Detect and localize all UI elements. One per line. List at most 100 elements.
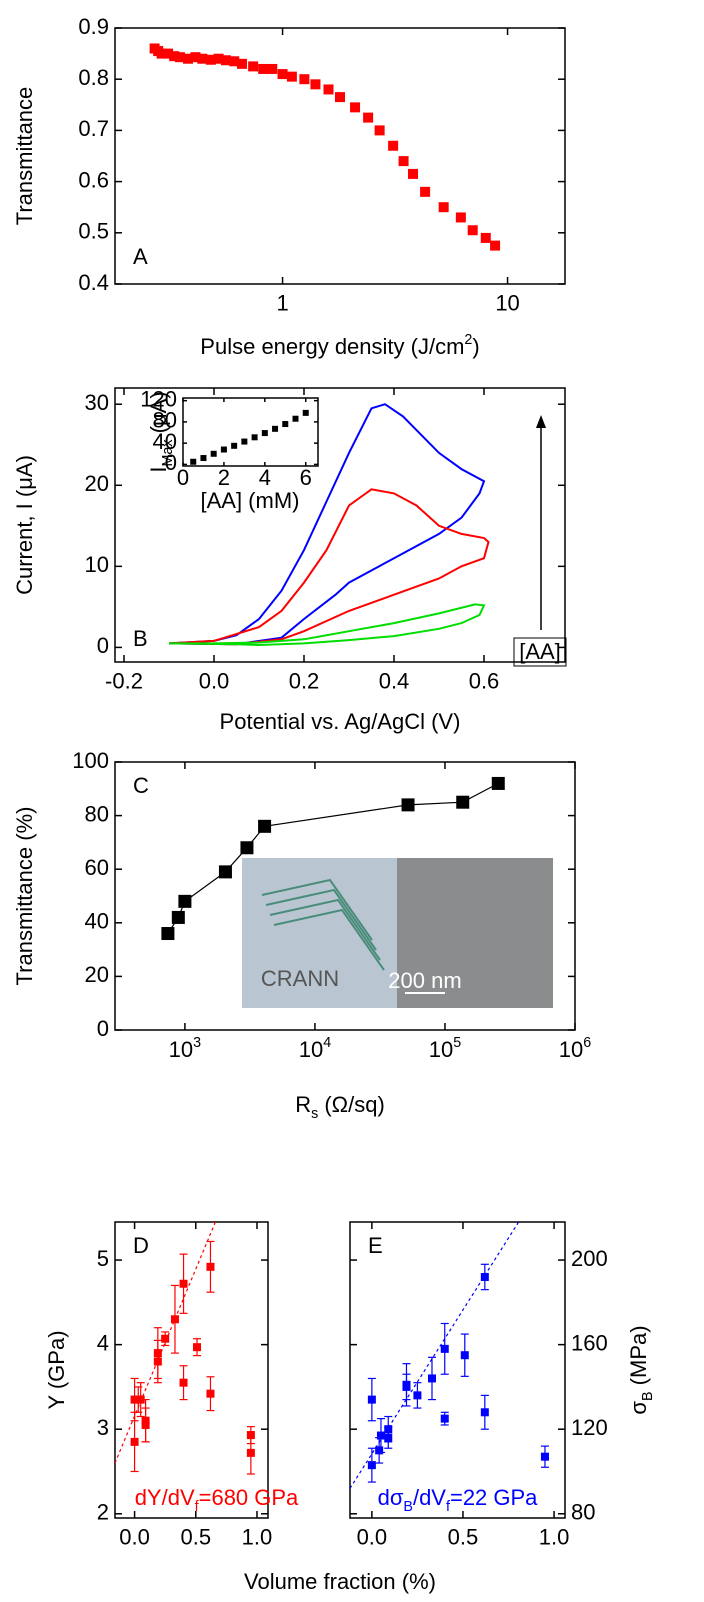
point [277,69,288,80]
point [480,232,491,243]
point [438,202,449,213]
point [210,450,217,457]
y-axis-label: Transmittance [12,87,37,226]
text-part: Pulse energy density (J/cm [200,334,464,359]
y-tick-label: 0.7 [78,116,109,141]
x-axis-label: Pulse energy density (J/cm2) [200,332,479,359]
point [402,1382,411,1391]
annotation: dσB/dVf=22 GPa [378,1485,539,1515]
point [251,434,258,441]
point [178,894,192,908]
x-axis-label: Potential vs. Ag/AgCl (V) [220,709,461,734]
x-tick-label: 0.4 [379,669,410,694]
photo-pattern [261,878,385,971]
point [141,1420,150,1429]
x-tick-label: 0.2 [289,669,320,694]
plot-frame [114,387,566,663]
point [220,55,231,66]
x-tick-label: 0.5 [448,1525,479,1550]
point [170,1315,179,1324]
point [413,1391,422,1400]
point [388,140,399,151]
y-tick-label: 2 [97,1500,109,1525]
y-tick-label: 0.8 [78,65,109,90]
point [156,48,167,59]
x-tick-label: 0.5 [180,1525,211,1550]
x-tick-label: 103 [169,1035,201,1062]
point [161,927,175,941]
text-part: (μA) [146,391,171,439]
y-tick-label: 0 [97,633,109,658]
image-text: CRANN [261,966,339,991]
x-tick-label: 0.0 [199,669,230,694]
point [376,1431,385,1440]
point [229,56,240,67]
text-part: dσ [378,1485,404,1510]
fit-line [350,1222,520,1489]
point [335,92,345,103]
text-part: (Ω/sq) [318,1092,385,1117]
point [467,225,478,236]
point [480,1408,489,1417]
y-tick-label: 20 [85,471,109,496]
x-tick-label: 1.0 [242,1525,273,1550]
panel-label: B [133,626,148,651]
point [213,53,224,64]
point [220,446,227,453]
y-tick-label: 120 [140,386,177,411]
point [292,415,299,422]
x-tick-label: 105 [429,1035,461,1062]
point [491,776,505,790]
point [206,1389,215,1398]
text-part: Max [160,439,176,466]
x-tick-label: 2 [218,465,230,490]
plot-frame [182,397,319,467]
point [206,1262,215,1271]
point [179,1378,188,1387]
x-tick-label: 10 [495,291,519,316]
point [246,1431,255,1440]
text-part: 10 [559,1037,583,1062]
point [367,1395,376,1404]
x-axis-label: Volume fraction (%) [244,1569,436,1594]
y2-tick-label: 160 [571,1330,608,1355]
y-tick-label: 10 [85,552,109,577]
line [168,603,486,647]
y-tick-label: 4 [97,1330,109,1355]
point [236,58,247,69]
text-part: 5 [453,1035,461,1051]
point [258,63,269,74]
point [205,54,216,65]
point [299,74,310,85]
text-part: R [295,1092,311,1117]
point [153,1357,162,1366]
point [169,51,180,62]
panel-label: A [133,244,148,269]
point [200,455,207,462]
text-part: 2 [464,332,472,348]
point [490,240,501,251]
y-tick-label: 20 [85,962,109,987]
point [130,1437,139,1446]
annotation: dY/dVf=680 GPa [135,1485,299,1515]
text-part: B [403,1499,413,1515]
y-tick-label: 0 [97,1016,109,1041]
y-axis-label: IMax (μA) [146,391,176,472]
point [246,1448,255,1457]
point [363,112,374,123]
plot-frame [114,1221,269,1519]
plot-frame [114,27,566,285]
text-part: 4 [323,1035,331,1051]
fit-line [115,1222,216,1464]
panel-label: C [133,773,149,798]
text-part: 6 [583,1035,591,1051]
text-part: =22 GPa [450,1485,538,1510]
point [374,125,385,136]
point [440,1414,449,1423]
y-tick-label: 3 [97,1415,109,1440]
point [398,156,409,167]
point [153,1349,162,1358]
photo-right [397,858,553,1008]
line [168,403,486,646]
